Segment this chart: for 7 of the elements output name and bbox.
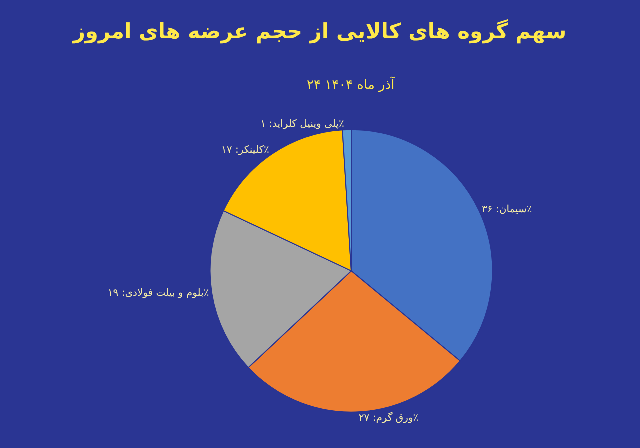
slice-label: کلینکر: ۱۷٪ (222, 145, 270, 156)
slice-label: ورق گرم: ۲۷٪ (358, 412, 419, 424)
slice-label: پلی وینیل کلراید: ۱٪ (260, 118, 344, 130)
slice-label: بلوم و بیلت فولادی: ۱۹٪ (108, 288, 210, 299)
slice-label: سیمان: ۳۶٪ (482, 204, 532, 216)
chart-title: سهم گروه های کالایی از حجم عرضه های امروز (72, 18, 567, 45)
chart-subtitle: ۲۴ آذر ماه ۱۴۰۴ (307, 76, 396, 93)
